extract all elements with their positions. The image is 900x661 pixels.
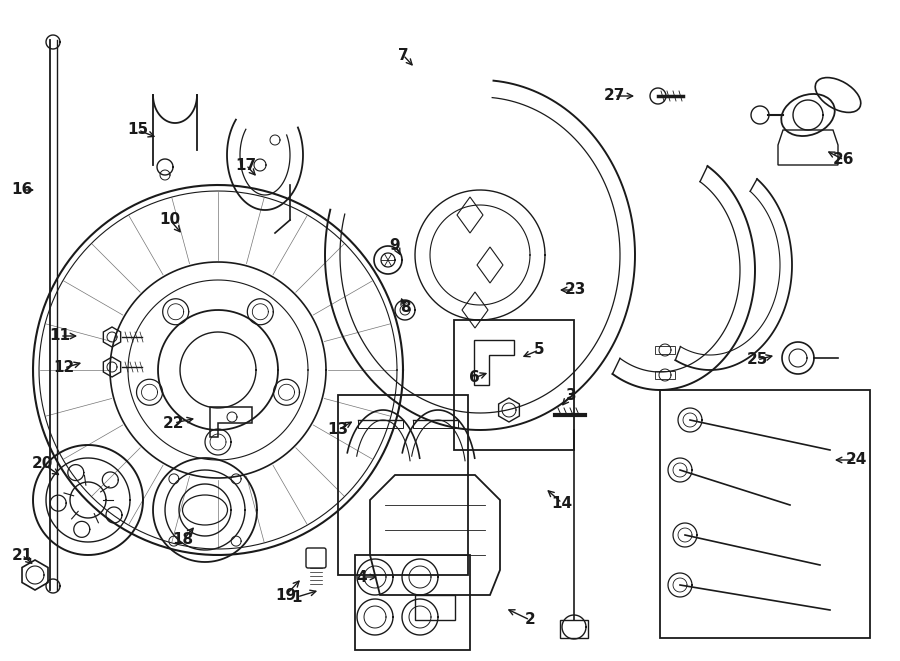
Text: 4: 4 <box>356 570 367 584</box>
Bar <box>454 320 574 450</box>
Bar <box>560 620 588 638</box>
Bar <box>358 420 403 428</box>
Text: 24: 24 <box>845 453 867 467</box>
Text: 17: 17 <box>236 157 256 173</box>
Text: 25: 25 <box>746 352 768 368</box>
Text: 23: 23 <box>564 282 586 297</box>
Bar <box>338 395 468 575</box>
Text: 14: 14 <box>552 496 572 510</box>
Bar <box>660 390 870 638</box>
Text: 11: 11 <box>50 329 70 344</box>
Text: 16: 16 <box>12 182 32 198</box>
Bar <box>355 555 470 650</box>
Text: 26: 26 <box>833 153 855 167</box>
Bar <box>415 595 455 620</box>
Text: 1: 1 <box>292 590 302 605</box>
Bar <box>655 371 675 379</box>
Bar <box>655 346 675 354</box>
Text: 27: 27 <box>603 89 625 104</box>
Text: 7: 7 <box>398 48 409 63</box>
Text: 19: 19 <box>275 588 297 602</box>
Text: 10: 10 <box>159 212 181 227</box>
Text: 21: 21 <box>12 547 32 563</box>
Text: 5: 5 <box>534 342 544 358</box>
Text: 3: 3 <box>566 387 576 403</box>
Text: 9: 9 <box>390 237 400 253</box>
Text: 2: 2 <box>525 613 535 627</box>
Text: 18: 18 <box>173 533 194 547</box>
Text: 13: 13 <box>328 422 348 438</box>
Text: 22: 22 <box>163 416 184 430</box>
Text: 15: 15 <box>128 122 148 137</box>
Text: 6: 6 <box>469 371 480 385</box>
Text: 12: 12 <box>53 360 75 375</box>
Text: 20: 20 <box>32 455 53 471</box>
Text: 8: 8 <box>400 301 410 315</box>
Bar <box>413 420 458 428</box>
